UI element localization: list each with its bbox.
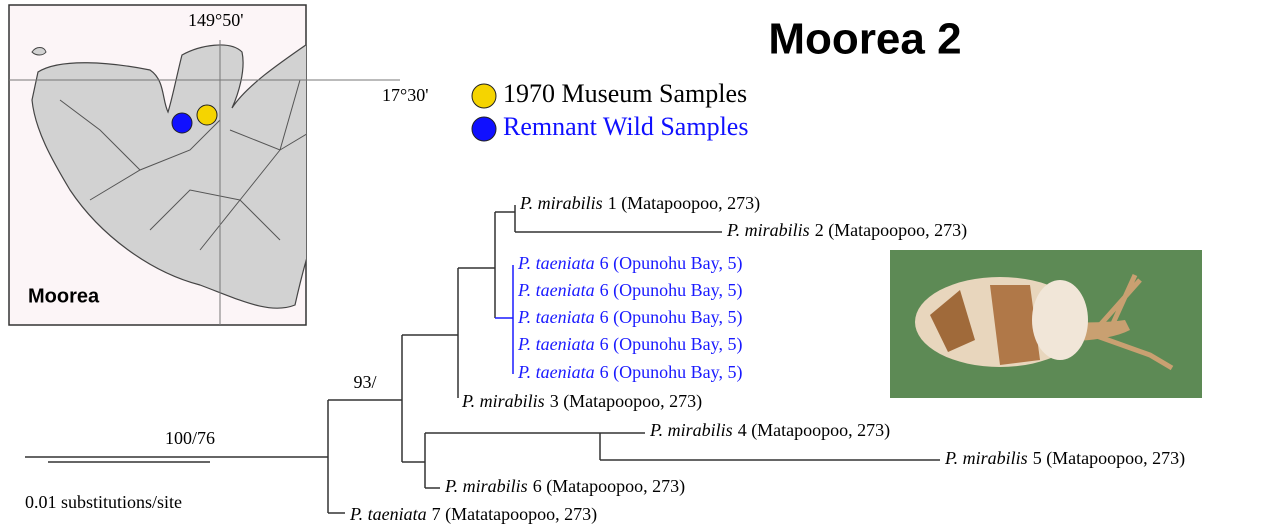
leaf-detail: 6 (Opunohu Bay, 5) — [600, 334, 743, 355]
leaf-detail: 5 (Matapoopoo, 273) — [1033, 448, 1185, 469]
leaf-detail: 6 (Matapoopoo, 273) — [533, 476, 685, 497]
leaf-species: P. taeniata — [517, 334, 595, 354]
leaf-species: P. taeniata — [349, 504, 427, 524]
legend-label: Remnant Wild Samples — [503, 112, 748, 141]
leaf-detail: 6 (Opunohu Bay, 5) — [600, 280, 743, 301]
wild-sample-dot — [172, 113, 192, 133]
map: 149°50' 17°30' Moorea — [9, 5, 428, 325]
legend-label: 1970 Museum Samples — [503, 79, 747, 108]
leaf-detail: 6 (Opunohu Bay, 5) — [600, 362, 743, 383]
legend-swatch — [472, 84, 496, 108]
leaf-detail: 2 (Matapoopoo, 273) — [815, 220, 967, 241]
support-value: 93/ — [353, 372, 376, 392]
legend-swatch — [472, 117, 496, 141]
leaf-species: P. mirabilis — [519, 193, 603, 213]
leaf-species: P. taeniata — [517, 362, 595, 382]
leaf-detail: 6 (Opunohu Bay, 5) — [600, 307, 743, 328]
legend: 1970 Museum Samples Remnant Wild Samples — [472, 79, 748, 141]
leaf-detail: 1 (Matapoopoo, 273) — [608, 193, 760, 214]
museum-sample-dot — [197, 105, 217, 125]
title: Moorea 2 — [768, 15, 961, 64]
leaf-species: P. mirabilis — [944, 448, 1028, 468]
leaf-species: P. mirabilis — [649, 420, 733, 440]
leaf-species: P. mirabilis — [444, 476, 528, 496]
leaf-detail: 7 (Matatapoopoo, 273) — [432, 504, 597, 525]
leaf-detail: 3 (Matapoopoo, 273) — [550, 391, 702, 412]
leaf-detail: 4 (Matapoopoo, 273) — [738, 420, 890, 441]
longitude-label: 149°50' — [188, 10, 243, 30]
leaf-species: P. mirabilis — [726, 220, 810, 240]
latitude-label: 17°30' — [382, 85, 428, 105]
scale-label: 0.01 substitutions/site — [25, 492, 182, 512]
leaf-species: P. taeniata — [517, 253, 595, 273]
page: 149°50' 17°30' Moorea Moorea 2 1970 Muse… — [0, 0, 1284, 529]
island-label: Moorea — [28, 285, 100, 307]
support-value: 100/76 — [165, 428, 215, 448]
leaf-species: P. taeniata — [517, 307, 595, 327]
snail-photo — [890, 250, 1202, 398]
leaf-species: P. taeniata — [517, 280, 595, 300]
leaf-species: P. mirabilis — [461, 391, 545, 411]
leaf-detail: 6 (Opunohu Bay, 5) — [600, 253, 743, 274]
